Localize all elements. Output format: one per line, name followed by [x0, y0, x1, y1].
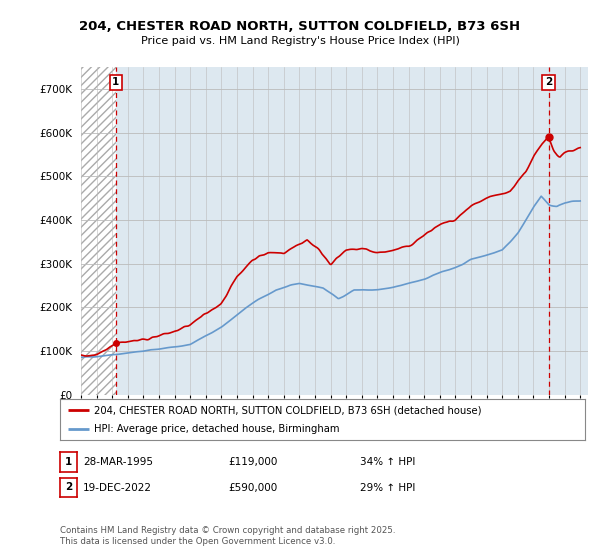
Text: 2: 2: [65, 483, 72, 492]
Text: £119,000: £119,000: [228, 457, 277, 467]
Text: 34% ↑ HPI: 34% ↑ HPI: [360, 457, 415, 467]
Text: 28-MAR-1995: 28-MAR-1995: [83, 457, 153, 467]
Text: £590,000: £590,000: [228, 483, 277, 493]
Text: 29% ↑ HPI: 29% ↑ HPI: [360, 483, 415, 493]
Text: 204, CHESTER ROAD NORTH, SUTTON COLDFIELD, B73 6SH (detached house): 204, CHESTER ROAD NORTH, SUTTON COLDFIEL…: [94, 405, 482, 415]
Text: 19-DEC-2022: 19-DEC-2022: [83, 483, 152, 493]
Text: Contains HM Land Registry data © Crown copyright and database right 2025.
This d: Contains HM Land Registry data © Crown c…: [60, 526, 395, 546]
Text: 1: 1: [65, 457, 72, 466]
Text: 1: 1: [112, 77, 119, 87]
Text: Price paid vs. HM Land Registry's House Price Index (HPI): Price paid vs. HM Land Registry's House …: [140, 36, 460, 46]
Text: 204, CHESTER ROAD NORTH, SUTTON COLDFIELD, B73 6SH: 204, CHESTER ROAD NORTH, SUTTON COLDFIEL…: [79, 20, 521, 32]
Text: HPI: Average price, detached house, Birmingham: HPI: Average price, detached house, Birm…: [94, 424, 340, 433]
Text: 2: 2: [545, 77, 552, 87]
